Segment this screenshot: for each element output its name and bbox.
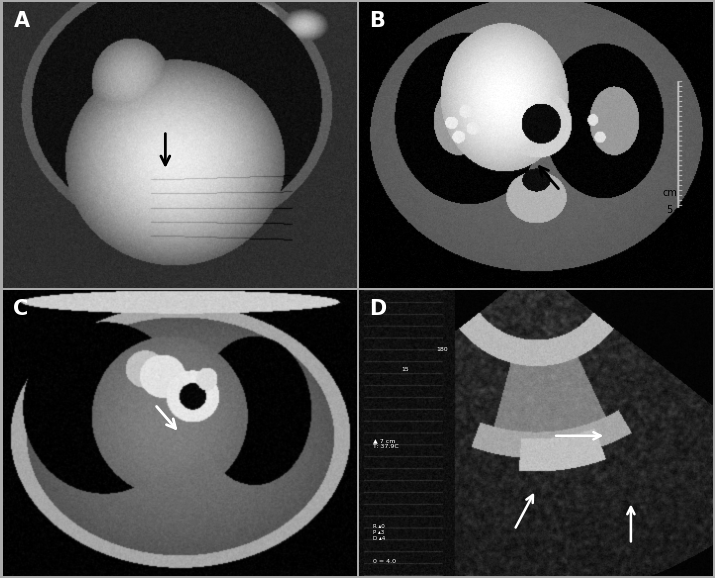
Text: 180: 180 [437, 347, 448, 352]
Text: R ▴0
P ▴3
D ▴4: R ▴0 P ▴3 D ▴4 [373, 524, 385, 541]
Text: A: A [14, 11, 29, 31]
Text: 15: 15 [401, 367, 409, 372]
Text: D: D [370, 299, 387, 318]
Text: cm: cm [662, 188, 677, 198]
Text: ▲ 7 cm
T: 37.9C: ▲ 7 cm T: 37.9C [373, 439, 399, 450]
Text: 0 = 4.0: 0 = 4.0 [373, 558, 396, 564]
Text: 5: 5 [666, 205, 673, 215]
Text: C: C [14, 299, 29, 318]
Text: B: B [370, 11, 385, 31]
